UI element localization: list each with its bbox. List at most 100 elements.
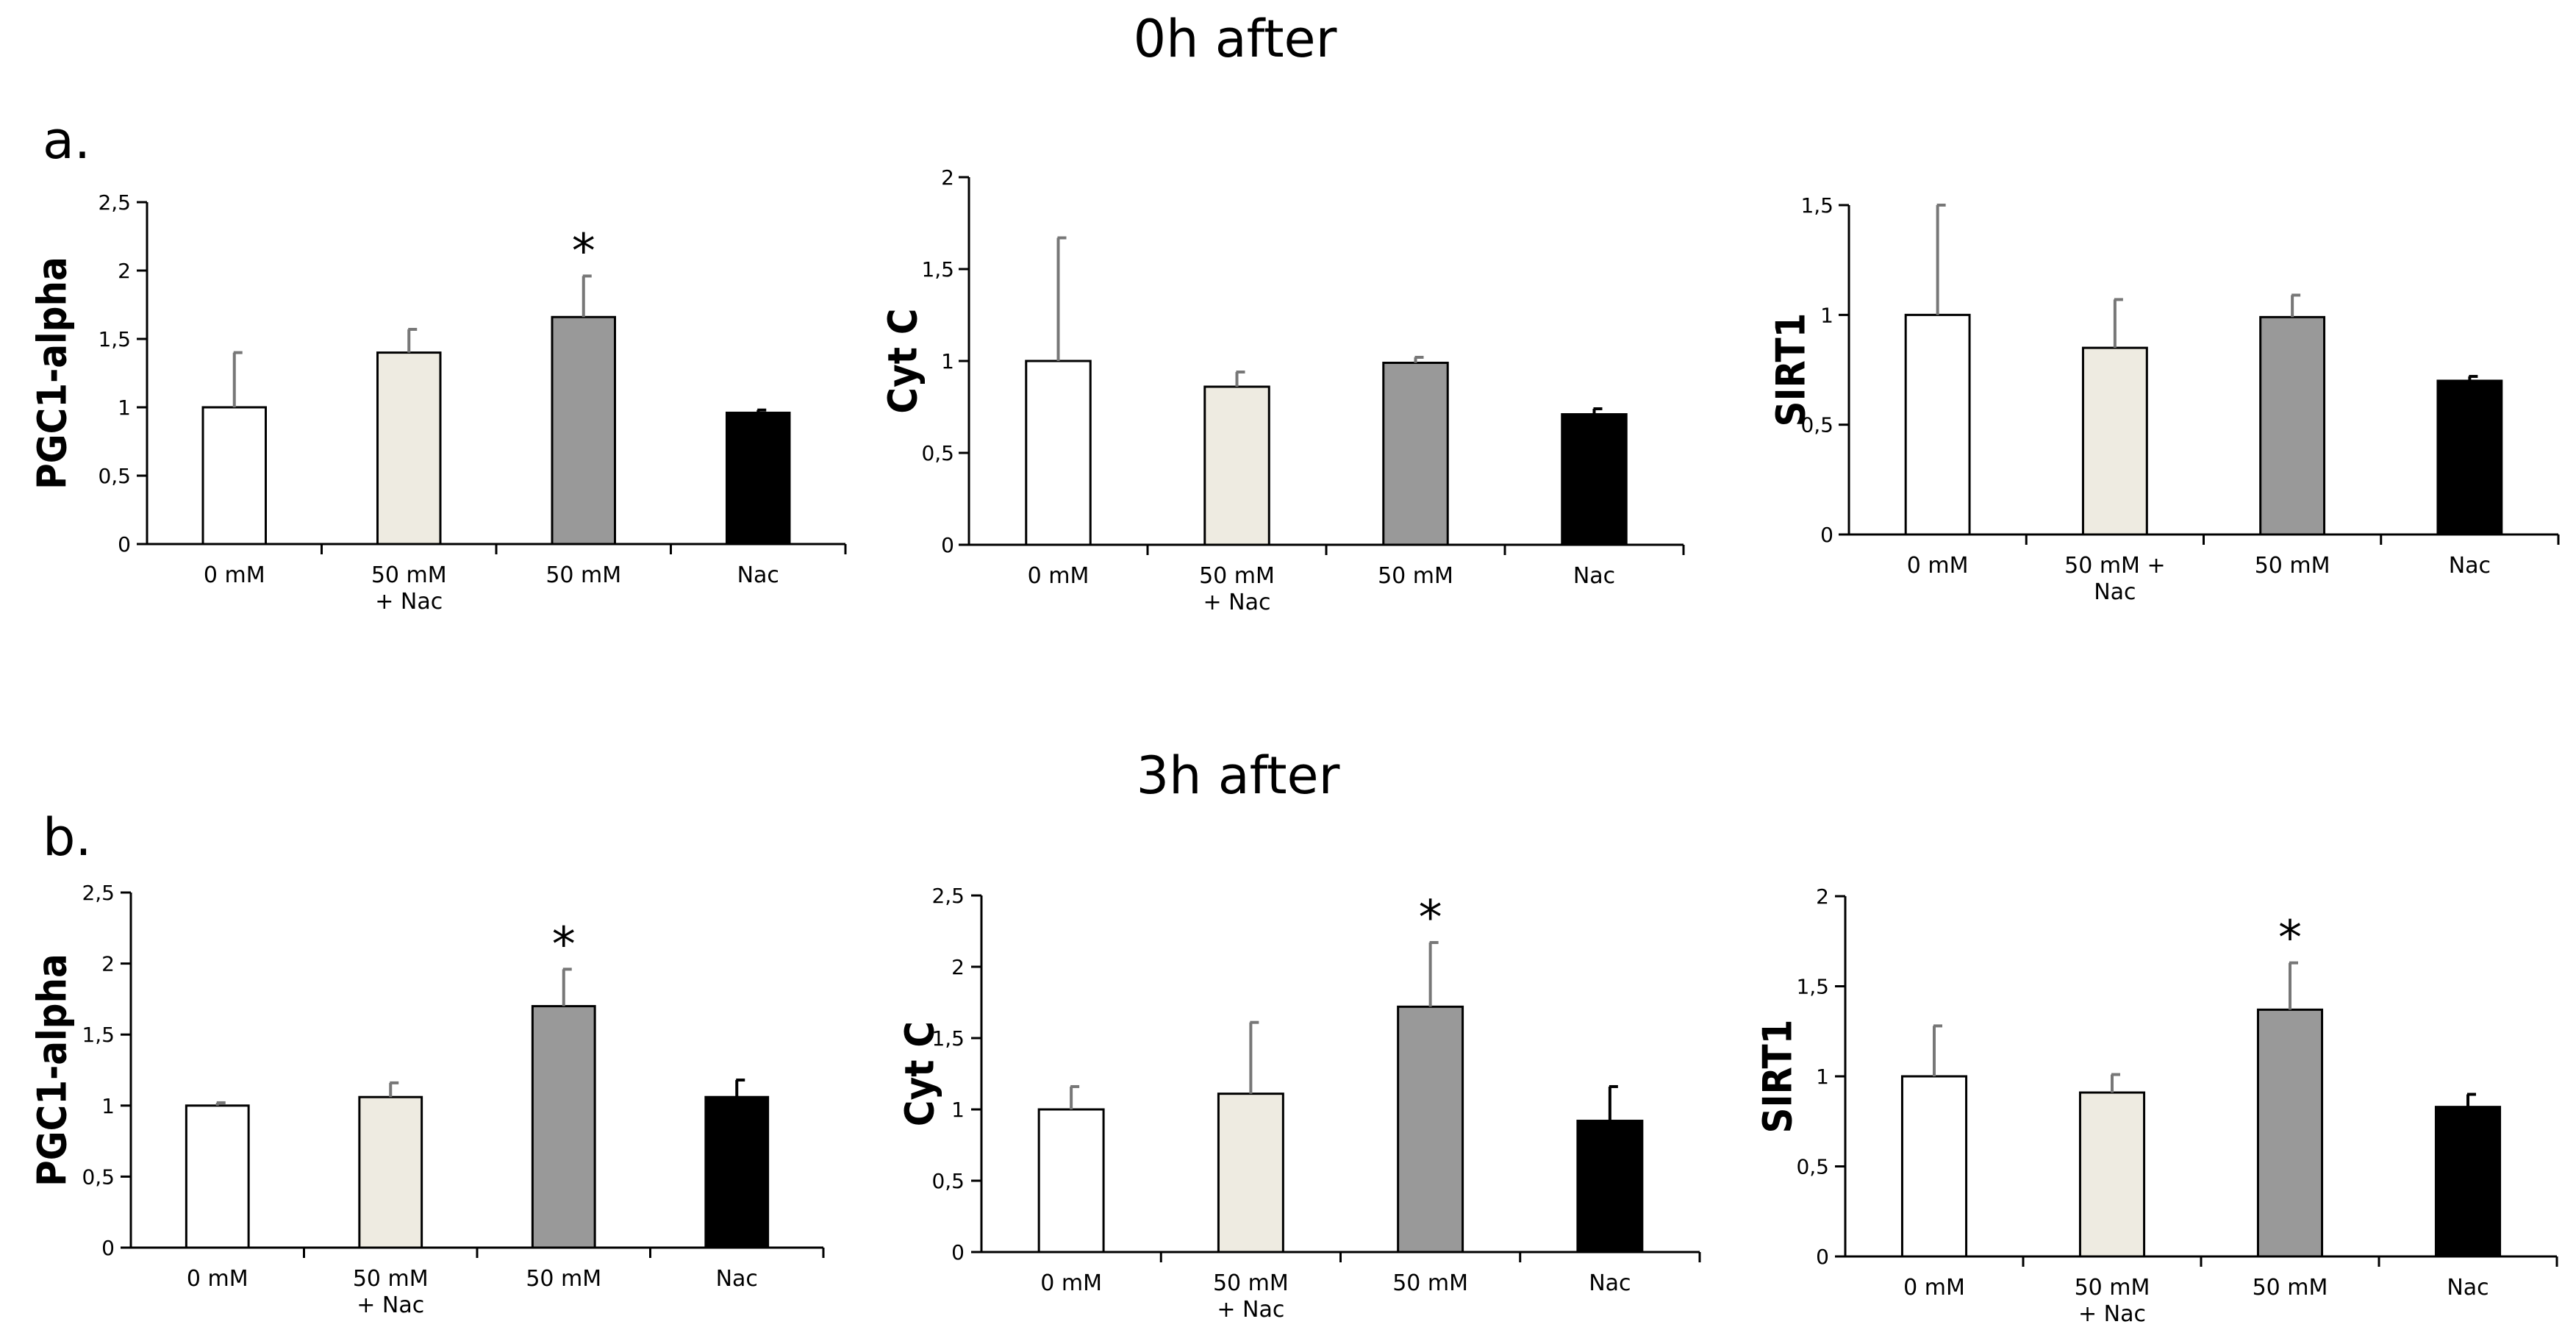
y-tick-label: 1 <box>1820 303 1833 327</box>
x-tick-label-line: Nac <box>1589 1270 1631 1296</box>
x-tick-label: 50 mM <box>2253 1275 2328 1301</box>
x-tick-label-line: 0 mM <box>187 1266 248 1292</box>
y-tick-label: 2,5 <box>98 190 131 215</box>
bar <box>704 1095 770 1249</box>
x-tick-label-line: 50 mM <box>371 562 447 588</box>
x-tick-label: 50 mM + Nac <box>2075 1275 2150 1327</box>
x-tick-label: 50 mM + Nac <box>2064 553 2166 605</box>
significance-star: * <box>552 918 576 972</box>
x-tick-label: Nac <box>2447 1275 2489 1301</box>
y-tick-label: 1 <box>101 1094 115 1118</box>
x-tick-label-line: 50 mM <box>1199 563 1275 589</box>
x-tick-label: Nac <box>716 1266 758 1292</box>
x-tick-label: Nac <box>1573 563 1615 589</box>
y-tick-label: 1 <box>951 1098 965 1122</box>
x-tick-label: 50 mM + Nac <box>353 1266 429 1318</box>
x-tick-label: 0 mM <box>1028 563 1090 589</box>
panel-label-a: a. <box>43 110 91 171</box>
bar <box>1025 360 1092 546</box>
bar <box>1397 1005 1464 1254</box>
bar <box>2434 1106 2502 1258</box>
x-tick-label-line: 50 mM <box>2075 1275 2150 1301</box>
x-tick-label-line: Nac <box>2449 553 2491 579</box>
bar <box>2081 346 2148 536</box>
x-tick-label: 50 mM <box>1392 1270 1468 1296</box>
x-tick-label-line: + Nac <box>357 1292 424 1318</box>
y-tick-label: 2 <box>941 165 954 190</box>
x-tick-label-line: 50 mM <box>2255 553 2330 579</box>
bar <box>1900 1075 1968 1258</box>
x-tick-label-line: Nac <box>2447 1275 2489 1301</box>
y-axis-title: SIRT1 <box>1768 313 1814 427</box>
x-tick-label-line: 50 mM <box>1213 1270 1289 1296</box>
bar <box>1217 1093 1284 1254</box>
y-axis-title: PGC1-alpha <box>29 257 76 490</box>
y-tick-label: 0,5 <box>82 1165 115 1189</box>
x-tick-label-line: 0 mM <box>204 562 265 588</box>
title-3h-after: 3h after <box>1136 745 1340 806</box>
bar <box>1576 1120 1644 1254</box>
y-tick-label: 2 <box>951 955 965 979</box>
x-tick-label: 50 mM <box>2255 553 2330 579</box>
y-tick-label: 2 <box>101 952 115 976</box>
x-tick-label-line: Nac <box>716 1266 758 1292</box>
bar <box>2256 1008 2324 1258</box>
x-tick-label: 0 mM <box>1907 553 1969 579</box>
y-tick-label: 0 <box>941 533 954 557</box>
bar <box>1037 1108 1105 1254</box>
x-tick-label: Nac <box>737 562 779 588</box>
y-tick-label: 0 <box>101 1236 115 1260</box>
bar <box>2436 379 2503 536</box>
x-tick-label: 50 mM + Nac <box>1199 563 1275 615</box>
y-tick-label: 0 <box>1816 1245 1829 1269</box>
significance-star: * <box>2278 912 2302 966</box>
bar <box>1382 362 1449 546</box>
x-tick-label-line: Nac <box>2094 579 2136 605</box>
x-tick-label: 0 mM <box>1903 1275 1965 1301</box>
bar <box>201 406 267 546</box>
y-tick-label: 0 <box>1820 523 1833 547</box>
x-tick-label-line: 50 mM <box>1378 563 1453 589</box>
y-tick-label: 1,5 <box>931 1026 965 1051</box>
title-0h-after: 0h after <box>1133 9 1337 69</box>
y-tick-label: 2 <box>1816 884 1829 909</box>
x-tick-label: 0 mM <box>1040 1270 1102 1296</box>
y-tick-label: 0,5 <box>1800 413 1833 437</box>
x-tick-label-line: + Nac <box>375 589 443 615</box>
bar <box>726 411 791 546</box>
y-tick-label: 0,5 <box>1796 1155 1829 1179</box>
x-tick-label-line: Nac <box>737 562 779 588</box>
y-axis-title: PGC1-alpha <box>29 954 76 1187</box>
y-tick-label: 0,5 <box>931 1169 965 1193</box>
significance-star: * <box>1419 891 1442 945</box>
x-tick-label-line: 0 mM <box>1907 553 1969 579</box>
x-tick-label-line: 50 mM <box>526 1266 601 1292</box>
x-tick-label-line: 50 mM <box>2253 1275 2328 1301</box>
y-axis-title: Cyt C <box>880 308 926 413</box>
y-tick-label: 2 <box>118 259 131 283</box>
y-tick-label: 2,5 <box>931 884 965 908</box>
x-tick-label-line: 50 mM + <box>2064 553 2166 579</box>
x-tick-label-line: + Nac <box>1203 590 1271 615</box>
bar <box>531 1005 596 1249</box>
x-tick-label: 0 mM <box>204 562 265 588</box>
y-axis-title: Cyt C <box>897 1021 943 1126</box>
bar <box>1203 385 1270 546</box>
y-tick-label: 2,5 <box>82 881 115 905</box>
y-tick-label: 1,5 <box>98 327 131 351</box>
x-tick-label-line: 0 mM <box>1040 1270 1102 1296</box>
y-tick-label: 0,5 <box>98 464 131 488</box>
y-tick-label: 1 <box>941 349 954 373</box>
y-tick-label: 1,5 <box>1796 975 1829 999</box>
y-tick-label: 1,5 <box>921 257 954 282</box>
x-tick-label: 50 mM <box>545 562 621 588</box>
bar <box>1904 313 1971 536</box>
y-tick-label: 1,5 <box>82 1023 115 1047</box>
x-tick-label-line: 50 mM <box>353 1266 429 1292</box>
x-tick-label-line: + Nac <box>2078 1301 2146 1327</box>
